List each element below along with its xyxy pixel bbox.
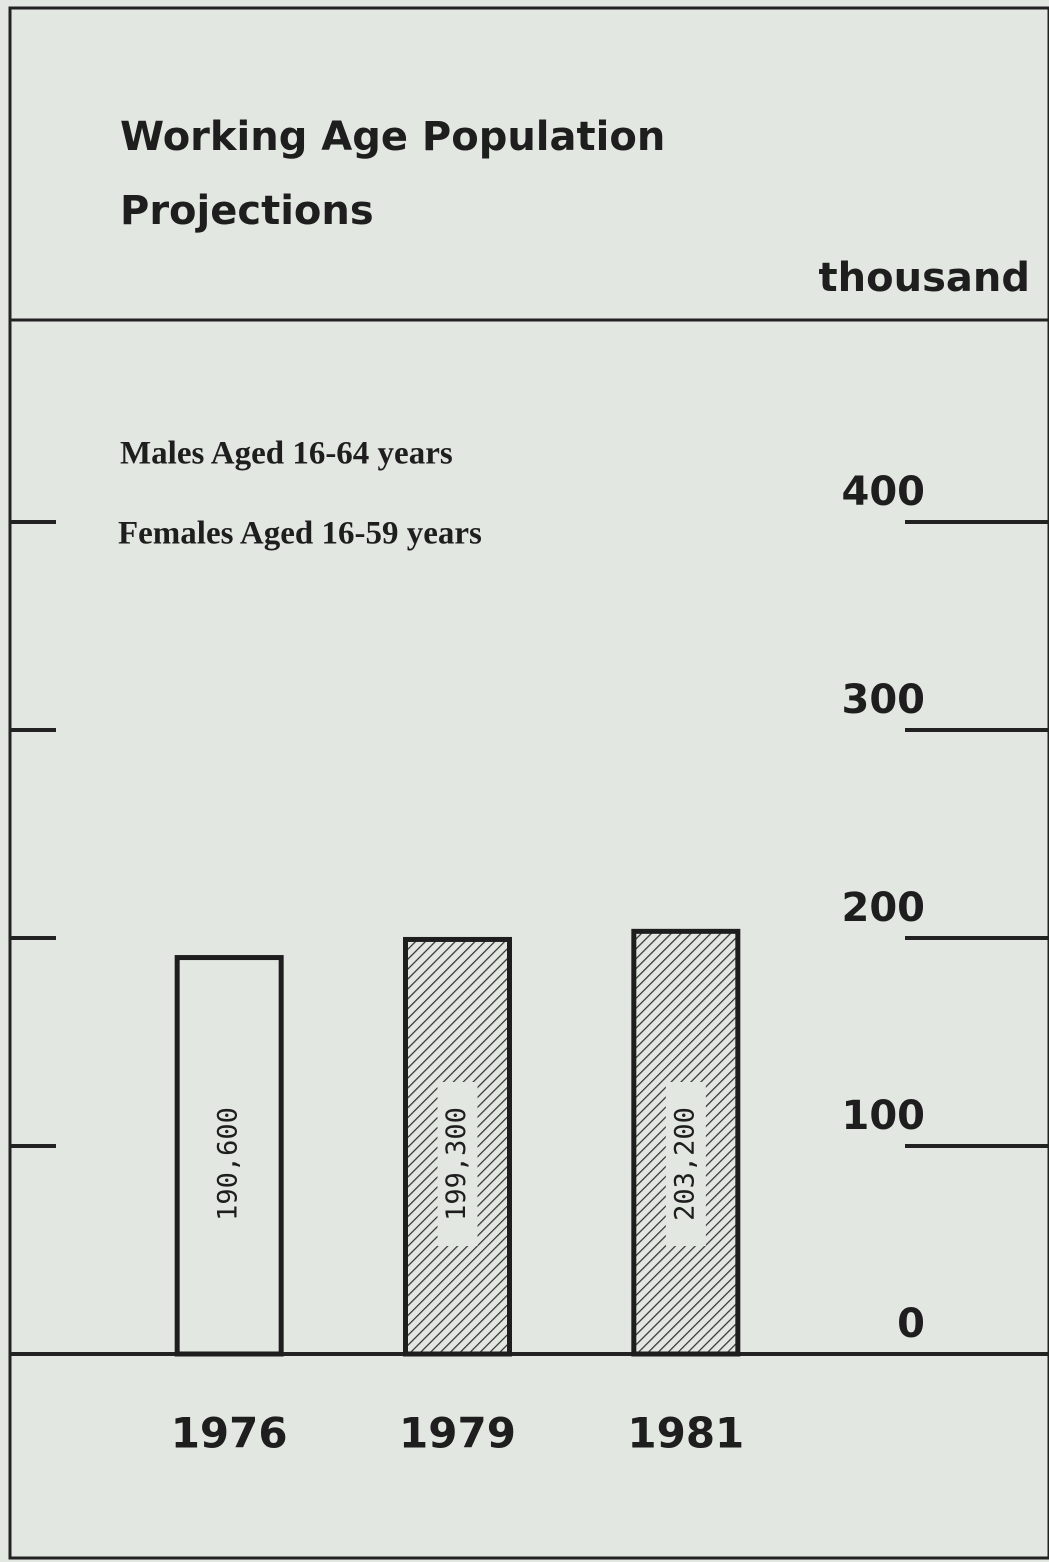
y-tick-label: 0 bbox=[897, 1301, 925, 1347]
x-tick-label: 1981 bbox=[627, 1409, 744, 1458]
value-label-bg bbox=[437, 1082, 478, 1246]
y-tick-label: 200 bbox=[842, 885, 926, 931]
y-axis-label: thousand bbox=[819, 255, 1030, 301]
y-tick-label: 400 bbox=[842, 469, 926, 515]
x-tick-label: 1979 bbox=[399, 1409, 516, 1458]
title-box: Working Age Population Projections bbox=[120, 114, 666, 234]
value-label: 199,300 bbox=[441, 1107, 472, 1221]
chart-title: Working Age Population Projections bbox=[120, 114, 666, 234]
y-tick-label: 100 bbox=[842, 1093, 926, 1139]
y-tick-label: 300 bbox=[842, 677, 926, 723]
note: Males Aged 16-64 years bbox=[120, 436, 453, 472]
value-label-bg bbox=[665, 1082, 706, 1246]
note: Females Aged 16-59 years bbox=[118, 516, 482, 552]
value-label: 203,200 bbox=[669, 1107, 700, 1221]
bar bbox=[174, 955, 284, 1357]
x-tick-label: 1976 bbox=[171, 1409, 288, 1458]
frame bbox=[8, 6, 1049, 1560]
value-label: 190,600 bbox=[213, 1107, 244, 1221]
